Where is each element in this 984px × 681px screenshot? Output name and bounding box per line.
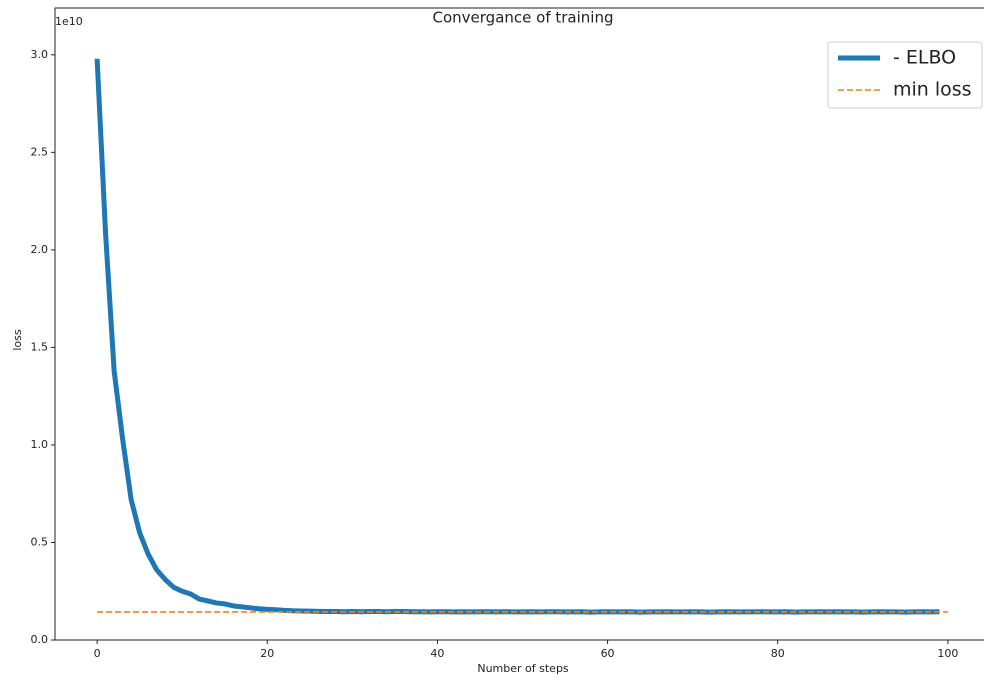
y-tick-label: 2.5 — [31, 145, 49, 158]
legend-label: min loss — [893, 79, 972, 101]
x-axis-label: Number of steps — [477, 662, 569, 675]
y-offset-label: 1e10 — [55, 15, 83, 28]
y-tick-label: 2.0 — [31, 243, 49, 256]
x-tick-label: 60 — [601, 647, 615, 660]
y-tick-label: 0.0 — [31, 633, 49, 646]
plot-frame — [54, 7, 984, 641]
x-tick-label: 40 — [430, 647, 444, 660]
x-tick-label: 100 — [937, 647, 958, 660]
y-axis-label: loss — [11, 329, 24, 351]
x-tick-label: 20 — [260, 647, 274, 660]
y-tick-label: 3.0 — [31, 48, 49, 61]
x-tick-label: 0 — [94, 647, 101, 660]
chart-title: Convergance of training — [433, 9, 614, 27]
x-tick-label: 80 — [771, 647, 785, 660]
y-tick-label: 1.5 — [31, 340, 49, 353]
y-tick-label: 0.5 — [31, 535, 49, 548]
line-series — [94, 58, 940, 615]
y-tick-label: 1.0 — [31, 438, 49, 451]
legend-label: - ELBO — [893, 47, 956, 69]
